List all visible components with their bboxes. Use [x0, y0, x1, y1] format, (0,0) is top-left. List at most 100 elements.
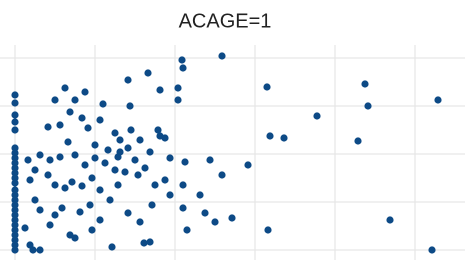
point [218, 171, 226, 179]
point [44, 123, 52, 131]
point [11, 226, 19, 234]
point [131, 156, 139, 164]
point [56, 153, 64, 161]
point [99, 100, 107, 108]
point [11, 186, 19, 194]
point [36, 151, 44, 159]
point [51, 181, 59, 189]
point [166, 154, 174, 162]
point [146, 238, 154, 246]
point [11, 246, 19, 254]
point [114, 153, 122, 161]
point [263, 83, 271, 91]
point [361, 80, 369, 88]
point [156, 86, 164, 94]
point [11, 126, 19, 134]
point [24, 156, 32, 164]
point [183, 226, 191, 234]
point [166, 191, 174, 199]
point [64, 138, 72, 146]
point [11, 236, 19, 244]
point [111, 129, 119, 137]
point [11, 221, 19, 229]
point [266, 132, 274, 140]
point [11, 174, 19, 182]
point [91, 141, 99, 149]
point [11, 201, 19, 209]
point [11, 111, 19, 119]
point [11, 211, 19, 219]
point [141, 164, 149, 172]
point [127, 126, 135, 134]
point [61, 84, 69, 92]
point [174, 84, 182, 92]
point [11, 149, 19, 157]
point [114, 181, 122, 189]
point [264, 226, 272, 234]
point [96, 186, 104, 194]
point [11, 154, 19, 162]
point [434, 96, 442, 104]
point [116, 136, 124, 144]
point [181, 158, 189, 166]
point [386, 216, 394, 224]
chart-title: ACAGE=1 [179, 10, 272, 32]
point [121, 168, 129, 176]
point [81, 88, 89, 96]
point [11, 159, 19, 167]
point [354, 137, 362, 145]
point [134, 171, 142, 179]
point [31, 196, 39, 204]
point [218, 52, 226, 60]
point [11, 241, 19, 249]
point [58, 204, 66, 212]
point [140, 239, 148, 247]
point [428, 246, 436, 254]
point [96, 116, 104, 124]
point [88, 174, 96, 182]
point [124, 76, 132, 84]
point [76, 208, 84, 216]
point [36, 206, 44, 214]
point [11, 216, 19, 224]
point [161, 176, 169, 184]
point [78, 182, 86, 190]
point [88, 226, 96, 234]
point [11, 231, 19, 239]
point [148, 201, 156, 209]
point [71, 234, 79, 242]
point [44, 171, 52, 179]
point [96, 216, 104, 224]
point [11, 169, 19, 177]
point [154, 126, 162, 134]
point [86, 201, 94, 209]
point [11, 164, 19, 172]
point [11, 91, 19, 99]
point [11, 196, 19, 204]
point [161, 134, 169, 142]
point [104, 146, 112, 154]
point [11, 179, 19, 187]
point [11, 206, 19, 214]
point [71, 151, 79, 159]
point [81, 161, 89, 169]
point [144, 69, 152, 77]
point [179, 181, 187, 189]
point [36, 246, 44, 254]
point [31, 166, 39, 174]
point [51, 96, 59, 104]
point [124, 209, 132, 217]
point [108, 243, 116, 251]
point [280, 134, 288, 142]
point [61, 184, 69, 192]
point [91, 154, 99, 162]
point [196, 191, 204, 199]
point [21, 224, 29, 232]
point [124, 144, 132, 152]
point [101, 159, 109, 167]
point [68, 178, 76, 186]
point [174, 96, 182, 104]
point [29, 246, 37, 254]
